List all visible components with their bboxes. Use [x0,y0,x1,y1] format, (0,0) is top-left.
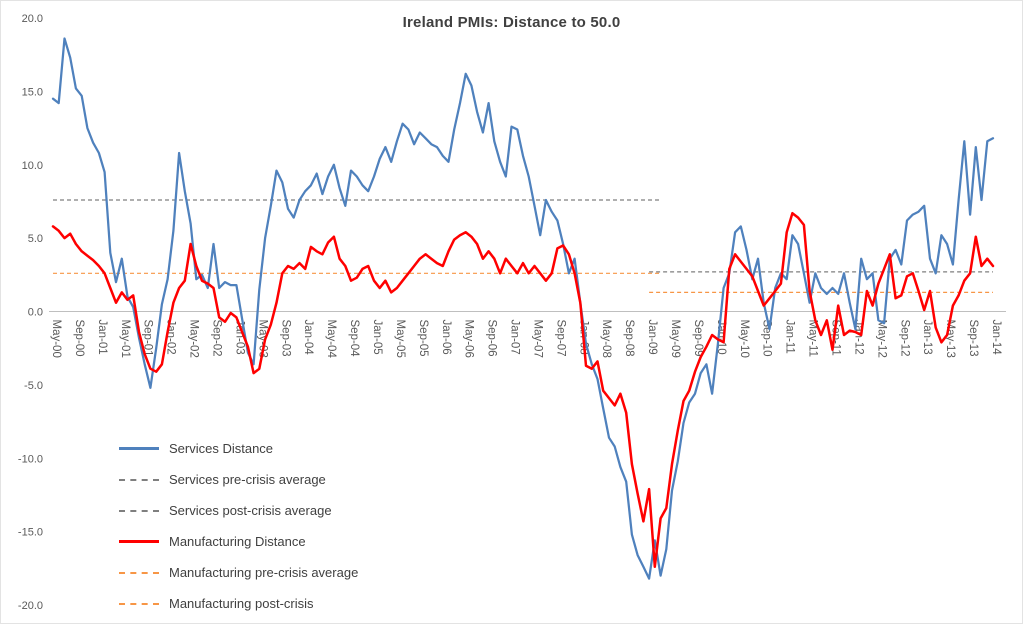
svg-text:Sep-03: Sep-03 [279,320,291,357]
legend-label-services-post-crisis-average: Services post-crisis average [169,503,332,518]
svg-text:May-04: May-04 [325,320,337,359]
svg-text:Jan-07: Jan-07 [509,320,521,355]
svg-text:10.0: 10.0 [22,160,43,172]
svg-text:May-05: May-05 [394,320,406,358]
svg-text:May-08: May-08 [600,320,612,358]
legend-item-services-distance: Services Distance [119,433,358,464]
svg-text:Sep-00: Sep-00 [73,320,85,357]
svg-text:15.0: 15.0 [22,86,43,98]
legend-item-manufacturing-post-crisis: Manufacturing post-crisis [119,588,358,619]
svg-text:May-00: May-00 [50,320,62,358]
svg-text:Jan-14: Jan-14 [990,320,1002,356]
services-post-crisis-line-swatch [119,509,159,512]
svg-text:Sep-13: Sep-13 [967,320,979,357]
legend-label-manufacturing-pre-crisis-average: Manufacturing pre-crisis average [169,565,359,580]
chart-title: Ireland PMIs: Distance to 50.0 [402,14,621,31]
svg-text:5.0: 5.0 [28,233,43,245]
legend-item-manufacturing-pre-crisis-average: Manufacturing pre-crisis average [119,557,358,588]
svg-text:Sep-01: Sep-01 [142,320,154,357]
svg-text:Sep-07: Sep-07 [554,320,566,357]
svg-text:Sep-02: Sep-02 [211,320,223,357]
legend-label-manufacturing-post-crisis: Manufacturing post-crisis [169,596,314,611]
svg-text:-10.0: -10.0 [18,453,43,465]
manufacturing-distance-line-swatch [119,540,159,543]
svg-text:May-06: May-06 [463,320,475,358]
svg-text:Sep-04: Sep-04 [348,320,360,358]
legend-label-services-pre-crisis-average: Services pre-crisis average [169,472,326,487]
svg-text:Jan-13: Jan-13 [921,320,933,355]
svg-text:-20.0: -20.0 [18,600,43,612]
svg-text:Jan-03: Jan-03 [233,320,245,355]
svg-text:Jan-11: Jan-11 [784,320,796,354]
legend-item-services-pre-crisis-average: Services pre-crisis average [119,464,358,495]
legend-label-services-distance: Services Distance [169,441,274,456]
svg-text:Sep-08: Sep-08 [623,320,635,357]
svg-text:Jan-09: Jan-09 [646,320,658,355]
services-distance-line-swatch [119,447,159,450]
svg-text:May-09: May-09 [669,320,681,358]
svg-text:Sep-05: Sep-05 [417,320,429,357]
legend-label-manufacturing-distance: Manufacturing Distance [169,534,306,549]
svg-text:May-10: May-10 [738,320,750,358]
svg-text:May-03: May-03 [256,320,268,358]
svg-text:Jan-06: Jan-06 [440,320,452,355]
services-pre-crisis-line-swatch [119,478,159,481]
svg-text:Sep-12: Sep-12 [898,320,910,357]
svg-text:Sep-06: Sep-06 [486,320,498,357]
svg-text:-15.0: -15.0 [18,527,43,539]
svg-text:Jan-01: Jan-01 [96,320,108,355]
svg-text:May-07: May-07 [532,320,544,358]
svg-text:Jan-05: Jan-05 [371,320,383,355]
legend-item-services-post-crisis-average: Services post-crisis average [119,495,358,526]
manufacturing-post-crisis-line-swatch [119,602,159,605]
legend-item-manufacturing-distance: Manufacturing Distance [119,526,358,557]
svg-text:May-01: May-01 [119,320,131,358]
manufacturing-pre-crisis-line-swatch [119,571,159,574]
svg-text:May-11: May-11 [807,320,819,358]
svg-text:May-12: May-12 [875,320,887,358]
svg-text:Jan-04: Jan-04 [302,320,314,356]
svg-text:Sep-09: Sep-09 [692,320,704,357]
svg-text:-5.0: -5.0 [24,380,43,392]
svg-text:20.0: 20.0 [22,13,43,25]
svg-text:May-02: May-02 [188,320,200,358]
svg-text:0.0: 0.0 [28,307,43,319]
legend: Services Distance Services pre-crisis av… [119,433,358,619]
